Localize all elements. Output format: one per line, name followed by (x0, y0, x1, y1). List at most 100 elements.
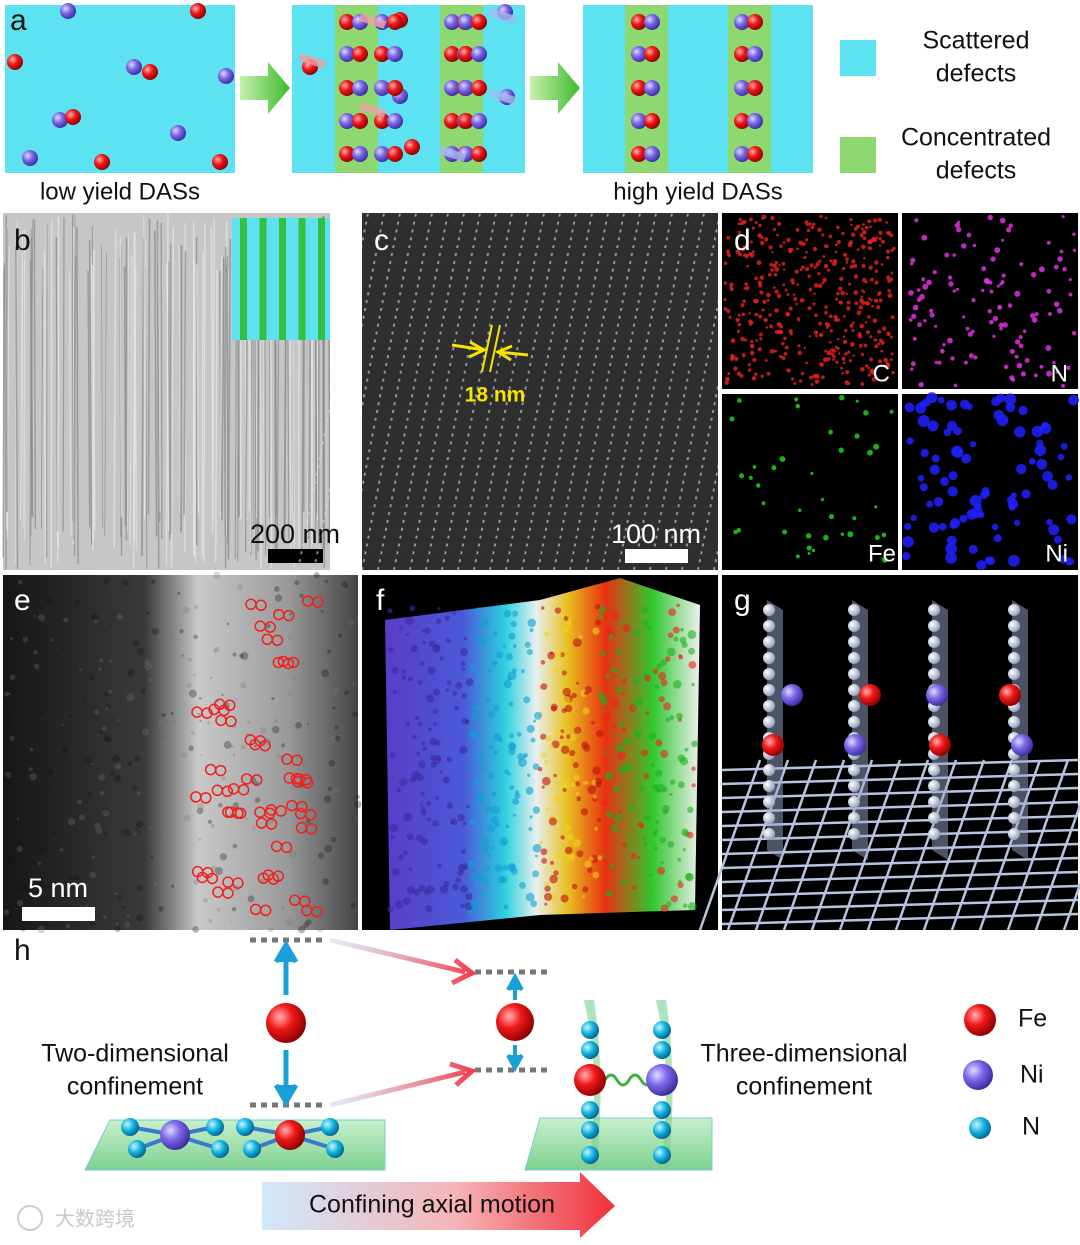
signal-dot (733, 366, 737, 370)
surface-texture (634, 697, 643, 706)
texture (191, 731, 195, 735)
texture (184, 815, 191, 822)
surface-texture (452, 612, 456, 616)
signal-dot (793, 382, 796, 385)
legend-text: Ni (1020, 1061, 1044, 1089)
atom (747, 14, 763, 30)
surface-texture (513, 644, 517, 648)
surface-texture (565, 847, 573, 855)
surface-texture (685, 748, 689, 752)
texture (172, 769, 174, 771)
signal-dot (867, 220, 871, 224)
signal-dot (991, 397, 1000, 406)
signal-dot (988, 215, 993, 220)
texture (109, 660, 112, 663)
surface-texture (485, 697, 491, 703)
texture (189, 690, 197, 698)
signal-dot (917, 288, 921, 292)
signal-dot (868, 373, 871, 376)
signal-dot (1029, 458, 1036, 465)
surface-texture (668, 608, 676, 616)
surface-texture (476, 607, 480, 611)
texture (19, 884, 26, 891)
surface-texture (438, 863, 442, 867)
surface-texture (541, 752, 546, 757)
signal-dot (757, 233, 762, 238)
signal-dot (774, 350, 777, 353)
surface-texture (692, 783, 696, 787)
signal-dot (1054, 265, 1059, 270)
surface-texture (544, 903, 547, 906)
surface-texture (600, 650, 606, 656)
surface-texture (470, 664, 476, 670)
texture (34, 219, 35, 529)
signal-dot (857, 310, 862, 315)
surface-texture (530, 900, 537, 907)
atom (928, 716, 940, 728)
clip-cover (330, 213, 362, 570)
signal-dot (876, 305, 880, 309)
texture (4, 856, 11, 863)
signal-dot (888, 293, 893, 298)
atom (644, 46, 660, 62)
signal-dot (974, 503, 981, 510)
texture (200, 754, 202, 756)
signal-dot (795, 404, 800, 409)
texture (321, 610, 324, 613)
surface-texture (560, 735, 564, 739)
signal-dot (904, 523, 911, 530)
signal-dot (828, 430, 833, 435)
surface-texture (691, 740, 698, 747)
signal-dot (1030, 313, 1035, 318)
signal-dot (945, 552, 957, 564)
signal-dot (757, 347, 761, 351)
atom (848, 668, 860, 680)
surface-texture (474, 881, 479, 886)
signal-dot (1072, 331, 1076, 335)
signal-dot (1046, 289, 1051, 294)
signal-dot (805, 238, 808, 241)
surface-texture (421, 791, 425, 795)
texture (62, 747, 69, 754)
texture (322, 878, 329, 885)
signal-dot (935, 361, 938, 364)
surface-texture (610, 667, 615, 672)
atom (352, 80, 368, 96)
surface-texture (474, 705, 479, 710)
texture (50, 639, 53, 642)
signal-dot (921, 449, 929, 457)
atom (1008, 796, 1020, 808)
signal-dot (810, 472, 813, 475)
signal-dot (782, 262, 786, 266)
signal-dot (821, 498, 824, 501)
signal-dot (879, 298, 883, 302)
micrograph (362, 213, 718, 570)
signal-dot (837, 240, 841, 244)
atom (1008, 668, 1020, 680)
signal-dot (726, 249, 730, 253)
surface-texture (439, 657, 443, 661)
surface-texture (683, 903, 688, 908)
atom (763, 828, 775, 840)
signal-dot (1001, 239, 1004, 242)
signal-dot (950, 518, 960, 528)
texture (77, 800, 82, 805)
surface-texture (571, 782, 576, 787)
texture (286, 919, 293, 926)
signal-dot (750, 340, 753, 343)
texture (38, 862, 41, 865)
signal-dot (798, 508, 802, 512)
texture (140, 688, 145, 693)
atom (929, 734, 951, 756)
texture (281, 906, 286, 911)
surface-texture (541, 660, 546, 665)
texture (117, 895, 122, 900)
surface-texture (553, 870, 558, 875)
surface-texture (597, 691, 603, 697)
signal-dot (769, 324, 773, 328)
signal-dot (886, 332, 891, 337)
signal-dot (880, 350, 883, 353)
surface-texture (503, 841, 507, 845)
surface-texture (605, 771, 614, 780)
signal-dot (1014, 291, 1020, 297)
